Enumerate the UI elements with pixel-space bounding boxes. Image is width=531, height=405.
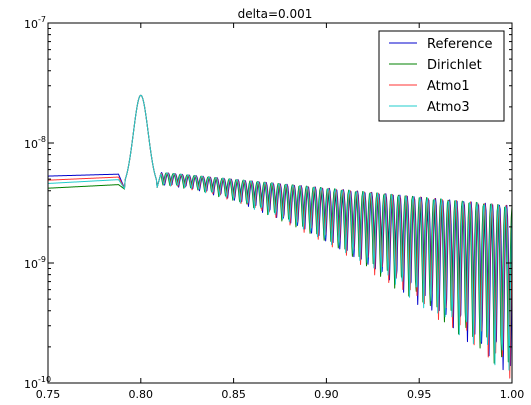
tick-layer: 0.75 0.80 0.85 0.90 0.95 1.00 10-10 10-9 10-8 10-… <box>24 15 524 401</box>
legend-label: Dirichlet <box>427 58 482 73</box>
chart-title: delta=0.001 <box>238 7 313 21</box>
y-tick-label: 10-7 <box>24 15 46 31</box>
legend-label: Atmo3 <box>427 100 470 115</box>
y-tick-label: 10-9 <box>24 255 46 271</box>
x-tick-label: 0.80 <box>129 388 154 401</box>
x-tick-label: 0.75 <box>36 388 61 401</box>
legend-label: Atmo1 <box>427 79 470 94</box>
series-layer <box>47 94 513 379</box>
legend: Reference Dirichlet Atmo1 Atmo3 <box>378 30 505 122</box>
x-tick-label: 0.95 <box>407 388 432 401</box>
plot-frame <box>47 22 513 384</box>
series-line-atmo3 <box>47 94 513 371</box>
y-tick-label: 10-10 <box>24 375 51 391</box>
x-tick-label: 0.90 <box>314 388 339 401</box>
x-tick-label: 0.85 <box>221 388 246 401</box>
x-tick-label: 1.00 <box>500 388 525 401</box>
y-tick-label: 10-8 <box>24 135 46 151</box>
legend-label: Reference <box>427 37 492 52</box>
